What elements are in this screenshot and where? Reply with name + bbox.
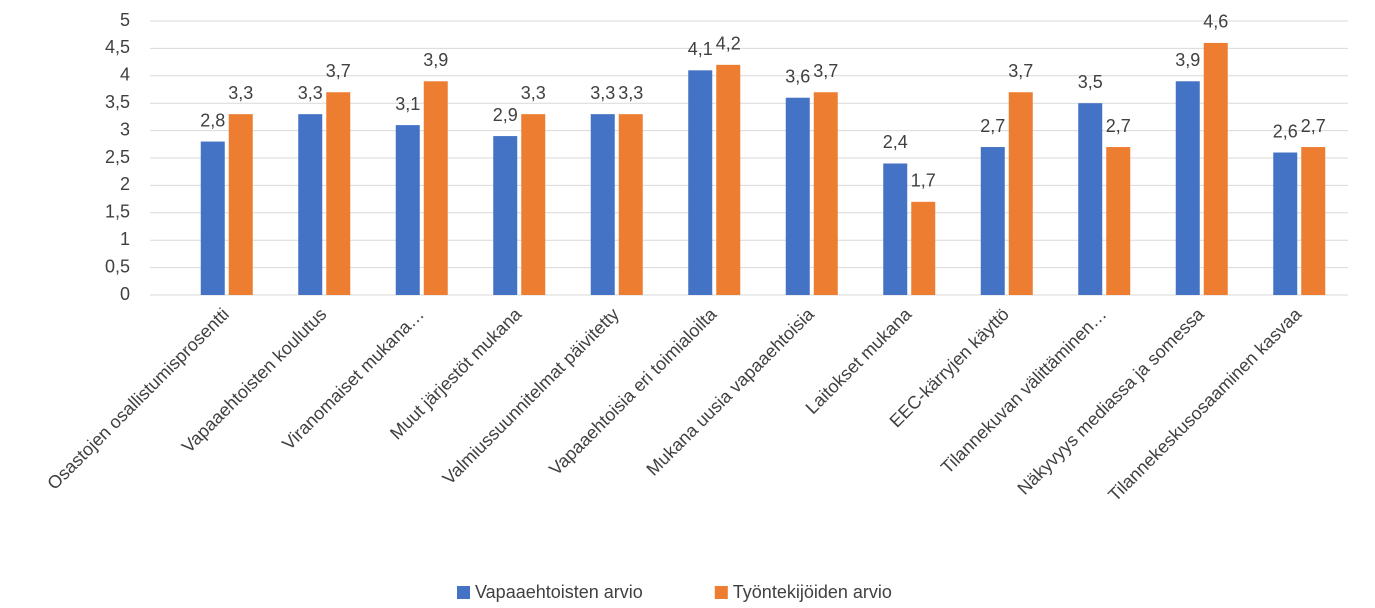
bar xyxy=(1301,147,1326,295)
y-tick-label: 0,5 xyxy=(105,256,130,276)
value-label: 2,7 xyxy=(1301,116,1326,136)
bar xyxy=(980,147,1005,295)
value-label: 2,7 xyxy=(1106,116,1131,136)
value-label: 1,7 xyxy=(911,171,936,191)
x-tick-label: Vapaaehtoisia eri toimialoilta xyxy=(545,303,721,479)
value-label: 3,3 xyxy=(521,83,546,103)
bar xyxy=(590,114,615,295)
value-label: 3,9 xyxy=(423,50,448,70)
y-tick-label: 4 xyxy=(120,65,130,85)
value-label: 2,9 xyxy=(493,105,518,125)
x-tick-label: Tilannekuvan välittäminen… xyxy=(937,304,1111,478)
legend-label: Työntekijöiden arvio xyxy=(733,582,892,602)
bar xyxy=(716,64,741,295)
value-label: 3,7 xyxy=(1008,61,1033,81)
x-tick-label: Tilannekeskusosaaminen kasvaa xyxy=(1104,303,1306,505)
x-tick-label: Valmiussuunnitelmat päivitetty xyxy=(439,304,623,488)
bar xyxy=(1203,42,1228,295)
y-tick-label: 2,5 xyxy=(105,147,130,167)
y-tick-label: 1,5 xyxy=(105,202,130,222)
bar xyxy=(298,114,323,295)
x-tick-label: Näkyvyys mediassa ja somessa xyxy=(1013,303,1208,498)
value-label: 3,3 xyxy=(590,83,615,103)
bar xyxy=(200,141,225,295)
value-label: 2,8 xyxy=(200,110,225,130)
value-label: 3,3 xyxy=(618,83,643,103)
x-tick-label: Laitokset mukana xyxy=(802,303,917,418)
value-label: 3,3 xyxy=(228,83,253,103)
y-tick-label: 3 xyxy=(120,119,130,139)
bar xyxy=(813,92,838,296)
legend-swatch xyxy=(714,586,728,599)
y-tick-label: 3,5 xyxy=(105,92,130,112)
value-label: 2,6 xyxy=(1273,121,1298,141)
value-label: 3,3 xyxy=(298,83,323,103)
y-tick-label: 4,5 xyxy=(105,37,130,57)
bar xyxy=(1273,152,1298,295)
value-label: 4,6 xyxy=(1203,12,1228,32)
bar xyxy=(521,114,546,295)
value-label: 2,7 xyxy=(980,116,1005,136)
value-label: 3,9 xyxy=(1175,50,1200,70)
bar xyxy=(688,70,713,295)
bar xyxy=(785,97,810,295)
bar xyxy=(1175,81,1200,295)
value-label: 4,1 xyxy=(688,39,713,59)
bar xyxy=(911,201,936,295)
bar xyxy=(1008,92,1033,296)
bar xyxy=(1078,103,1103,295)
bar xyxy=(228,114,253,295)
bar xyxy=(493,136,518,295)
bar xyxy=(326,92,351,296)
value-label: 3,5 xyxy=(1078,72,1103,92)
y-tick-label: 1 xyxy=(120,229,130,249)
y-tick-label: 2 xyxy=(120,174,130,194)
value-label: 4,2 xyxy=(716,34,741,54)
bar xyxy=(618,114,643,295)
y-tick-label: 5 xyxy=(120,10,130,30)
value-label: 3,6 xyxy=(785,66,810,86)
value-label: 3,7 xyxy=(326,61,351,81)
legend-swatch xyxy=(457,586,470,599)
legend-label: Vapaaehtoisten arvio xyxy=(475,582,643,602)
bar xyxy=(395,125,420,296)
value-label: 3,7 xyxy=(813,61,838,81)
value-label: 3,1 xyxy=(395,94,420,114)
x-tick-label: Osastojen osallistumisprosentti xyxy=(43,304,233,494)
value-label: 2,4 xyxy=(883,132,908,152)
bar xyxy=(1106,147,1131,295)
x-tick-label: Mukana uusia vapaaehtoisia xyxy=(642,303,818,479)
y-tick-label: 0 xyxy=(120,284,130,304)
bar xyxy=(883,163,908,295)
bar xyxy=(423,81,448,295)
